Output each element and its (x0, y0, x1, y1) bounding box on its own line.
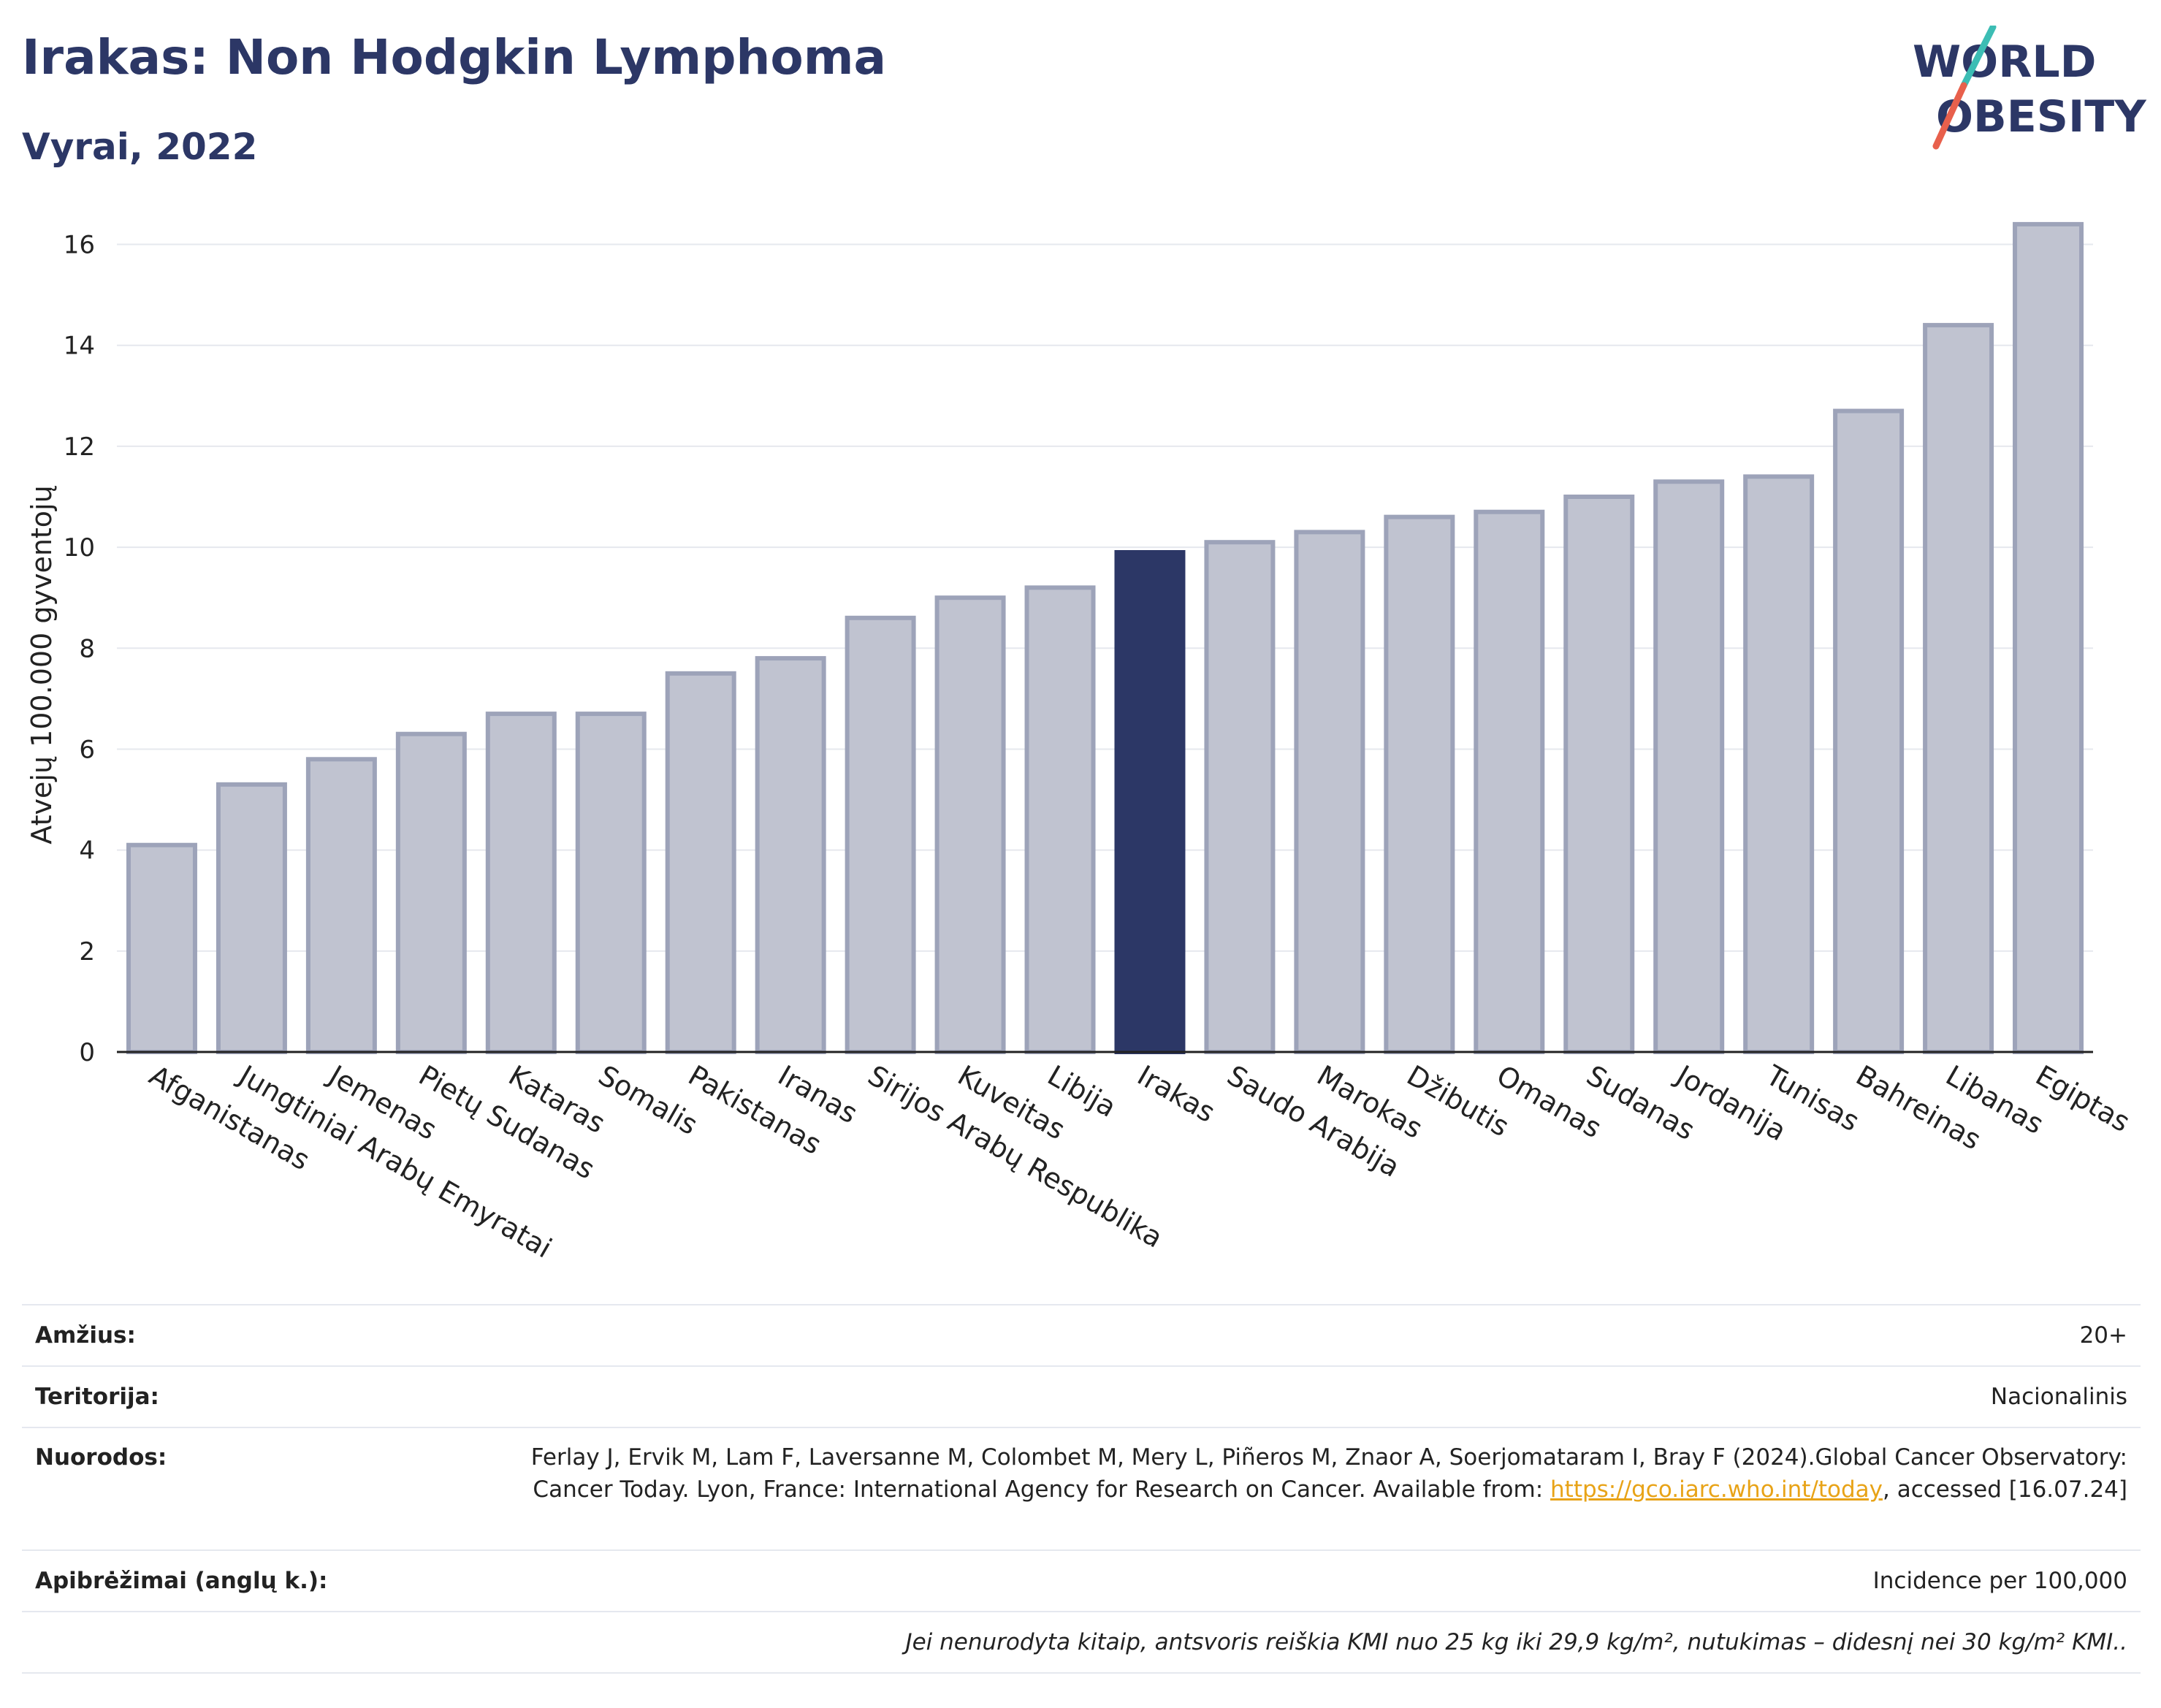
bar (665, 671, 736, 1054)
bar (1563, 495, 1635, 1054)
references-link[interactable]: https://gco.iarc.who.int/today (1550, 1476, 1883, 1503)
y-tick-label: 14 (64, 332, 95, 361)
chart-title: Irakas: Non Hodgkin Lymphoma (22, 29, 887, 85)
y-tick-label: 10 (64, 533, 95, 563)
territory-label: Teritorija: (35, 1384, 159, 1410)
y-tick-label: 2 (79, 937, 95, 967)
bar (1653, 479, 1725, 1054)
x-tick-label: Irakas (1132, 1059, 1220, 1129)
bar (485, 712, 557, 1054)
bar (1474, 509, 1545, 1054)
bar (755, 656, 826, 1054)
bar (1833, 408, 1905, 1054)
logo-text-world: WORLD (1913, 37, 2096, 88)
y-tick-label: 4 (79, 836, 95, 866)
age-value: 20+ (2079, 1322, 2127, 1349)
definitions-value: Incidence per 100,000 (1872, 1568, 2127, 1594)
age-label: Amžius: (35, 1322, 136, 1349)
bar (1923, 323, 1994, 1055)
references-label: Nuorodos: (35, 1444, 167, 1471)
y-tick-labels: 0 2 4 6 8 10 12 14 16 (64, 231, 95, 1067)
x-tick-label: Egiptas (2030, 1059, 2135, 1139)
y-tick-label: 8 (79, 634, 95, 663)
bar (216, 782, 287, 1055)
info-row-territory: Teritorija: Nacionalinis (22, 1365, 2141, 1427)
logo-slash-coral (1932, 82, 1967, 150)
y-tick-label: 12 (64, 432, 95, 462)
bar (934, 595, 1006, 1054)
chart-subtitle: Vyrai, 2022 (22, 126, 258, 168)
references-text: Ferlay J, Ervik M, Lam F, Laversanne M, … (530, 1444, 2127, 1503)
y-tick-label: 16 (64, 231, 95, 260)
bar (1743, 474, 1815, 1054)
y-tick-label: 0 (79, 1038, 95, 1067)
references-value: Ferlay J, Ervik M, Lam F, Laversanne M, … (520, 1441, 2141, 1506)
references-tail: , accessed [16.07.24] (1882, 1476, 2127, 1503)
logo-slash-teal (1960, 26, 1997, 89)
bar (126, 842, 197, 1055)
territory-value: Nacionalinis (1990, 1384, 2127, 1410)
definitions-label: Apibrėžimai (anglų k.): (35, 1568, 328, 1594)
definition-note: Jei nenurodyta kitaip, antsvoris reiškia… (905, 1629, 2127, 1655)
bar (1294, 530, 1365, 1054)
logo-text-obesity: OBESITY (1936, 91, 2147, 142)
bar (305, 757, 377, 1054)
info-table: Amžius: 20+ Teritorija: Nacionalinis Nuo… (22, 1304, 2141, 1674)
bar (1204, 540, 1276, 1054)
x-tick-label: Somalis (593, 1059, 704, 1141)
y-axis-label: Atvejų 100.000 gyventojų (26, 485, 58, 844)
bar (395, 731, 467, 1055)
bar (1384, 514, 1455, 1054)
info-row-age: Amžius: 20+ (22, 1304, 2141, 1365)
bar-highlight (1114, 550, 1186, 1054)
bar (845, 615, 916, 1054)
bar (2013, 221, 2084, 1055)
world-obesity-logo: WORLD OBESITY (1913, 26, 2147, 150)
bars (126, 221, 2084, 1055)
bar (575, 712, 647, 1054)
info-row-references: Nuorodos: Ferlay J, Ervik M, Lam F, Lave… (22, 1427, 2141, 1549)
y-tick-label: 6 (79, 735, 95, 764)
bar (1024, 585, 1096, 1054)
info-row-note: Jei nenurodyta kitaip, antsvoris reiškia… (22, 1611, 2141, 1674)
info-row-definitions: Apibrėžimai (anglų k.): Incidence per 10… (22, 1549, 2141, 1611)
